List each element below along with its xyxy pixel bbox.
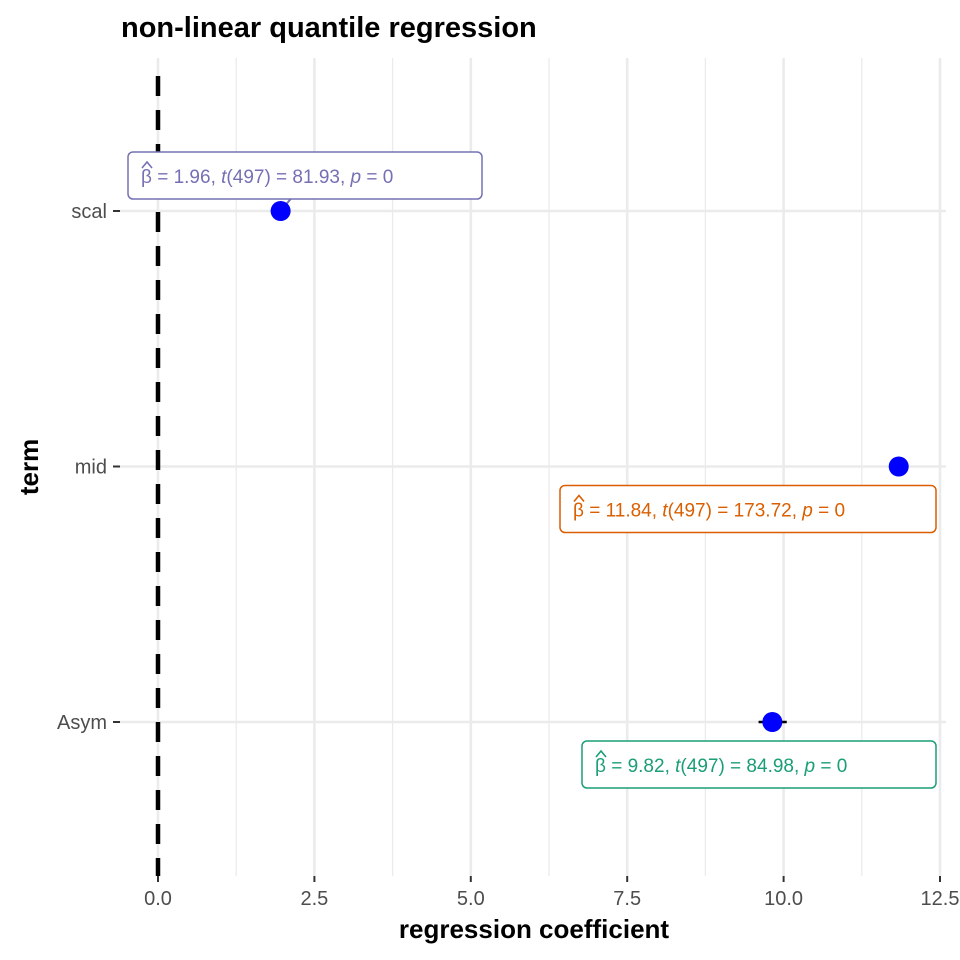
- estimate-label-scal: β = 1.96, t(497) = 81.93, p = 0: [127, 151, 483, 200]
- estimate-label-mid: β = 11.84, t(497) = 173.72, p = 0: [559, 484, 937, 534]
- x-tick-label: 0.0: [144, 888, 172, 910]
- beta-hat-accent: [595, 749, 607, 758]
- label-text: β = 11.84, t(497) = 173.72, p = 0: [573, 501, 845, 522]
- label-part-eq3: = 0: [361, 167, 393, 188]
- y-axis-title: term: [14, 439, 44, 495]
- label-part-p: p: [350, 167, 362, 188]
- label-leader-lines: [279, 198, 900, 731]
- estimate-point: [762, 712, 783, 732]
- label-part-df: (497): [680, 756, 724, 777]
- label-box: [127, 151, 483, 200]
- label-part-beta: β: [141, 167, 152, 188]
- x-tick-label: 7.5: [613, 888, 641, 910]
- chart-title: non-linear quantile regression: [121, 12, 537, 44]
- label-part-eq1: = 9.82,: [606, 756, 675, 777]
- label-part-p: p: [804, 756, 816, 777]
- x-tick-label: 10.0: [764, 888, 803, 910]
- label-part-t: t: [221, 167, 227, 188]
- label-part-df: (497): [668, 501, 712, 522]
- beta-hat-accent: [573, 494, 585, 503]
- label-part-t: t: [675, 756, 681, 777]
- label-part-eq2: = 81.93,: [271, 167, 351, 188]
- x-axis-ticks: 0.0 2.5 5.0 7.5 10.0 12.5: [144, 876, 959, 910]
- estimate-label-Asym: β = 9.82, t(497) = 84.98, p = 0: [581, 740, 937, 789]
- label-part-eq1: = 11.84,: [584, 501, 662, 522]
- x-axis-title: regression coefficient: [399, 914, 670, 944]
- label-part-df: (497): [226, 167, 270, 188]
- y-axis-ticks: scal mid Asym: [57, 201, 120, 734]
- beta-hat-accent: [141, 160, 153, 169]
- label-part-eq3: = 0: [813, 501, 845, 522]
- label-part-eq3: = 0: [815, 756, 847, 777]
- label-part-beta: β: [573, 501, 584, 522]
- label-part-eq2: = 173.72,: [712, 501, 802, 522]
- y-tick-label: mid: [75, 457, 107, 479]
- label-text: β = 9.82, t(497) = 84.98, p = 0: [595, 756, 847, 777]
- label-part-eq2: = 84.98,: [725, 756, 805, 777]
- estimate-points: [270, 201, 909, 732]
- x-tick-label: 2.5: [300, 888, 328, 910]
- x-tick-label: 5.0: [457, 888, 485, 910]
- estimate-labels: β = 1.96, t(497) = 81.93, p = 0β = 11.84…: [127, 151, 937, 789]
- label-box: [559, 484, 937, 534]
- label-part-beta: β: [595, 756, 606, 777]
- estimate-point: [888, 456, 909, 477]
- label-text: β = 1.96, t(497) = 81.93, p = 0: [141, 167, 393, 188]
- label-part-t: t: [662, 501, 668, 522]
- label-box: [581, 740, 937, 789]
- label-part-eq1: = 1.96,: [152, 167, 221, 188]
- y-tick-label: scal: [71, 201, 107, 223]
- x-tick-label: 12.5: [921, 888, 960, 910]
- label-part-p: p: [801, 501, 813, 522]
- y-tick-label: Asym: [57, 712, 107, 734]
- estimate-point: [270, 201, 291, 221]
